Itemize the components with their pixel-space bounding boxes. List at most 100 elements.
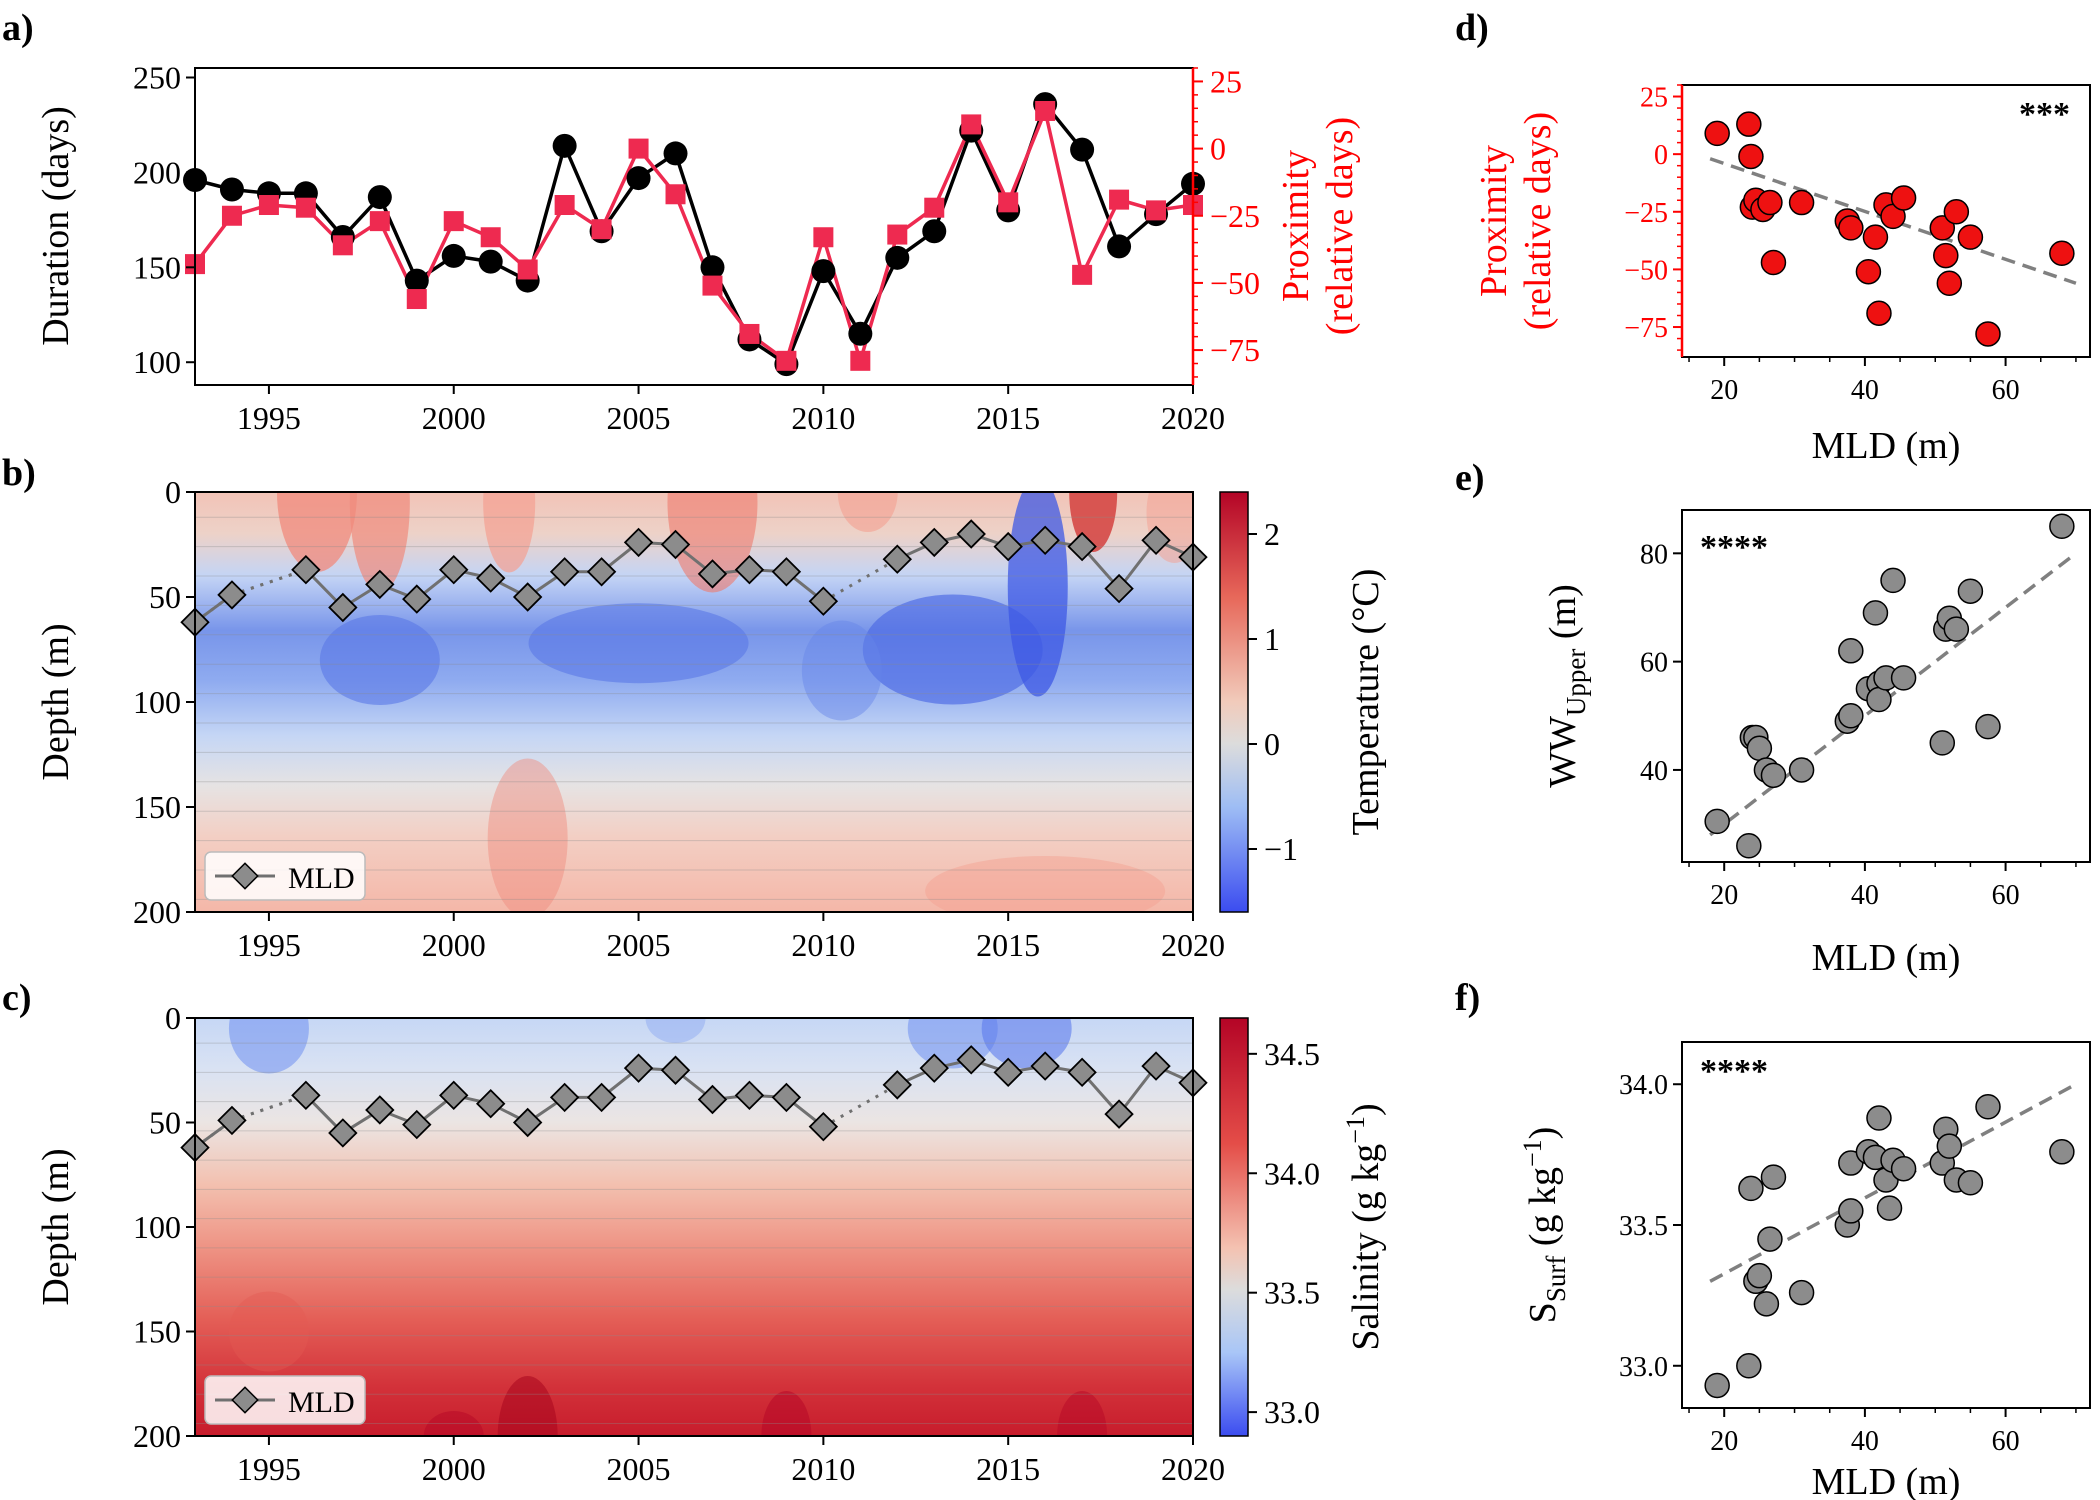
salinity-colorbar-ticks: 34.5 34.0 33.5 33.0 bbox=[1248, 1036, 1320, 1430]
scatter-point bbox=[1738, 143, 1764, 170]
scatter-point bbox=[1862, 224, 1889, 250]
scatter-point bbox=[1738, 1175, 1764, 1202]
field-feature bbox=[487, 758, 568, 912]
panel-d-ylabel: Proximity(relative days) bbox=[1473, 112, 1559, 330]
proximity-point bbox=[221, 205, 242, 226]
x-tick-label: 2015 bbox=[976, 400, 1040, 436]
scatter-point bbox=[1866, 300, 1892, 326]
scatter-point bbox=[1957, 1170, 1984, 1196]
trend-line bbox=[1709, 157, 2077, 285]
panel-c-ylabel: Depth (m) bbox=[35, 1148, 77, 1305]
mld-gap-segment bbox=[822, 557, 899, 603]
scatter-point bbox=[1929, 215, 1956, 241]
mld-point bbox=[660, 1055, 691, 1085]
duration-point bbox=[552, 133, 577, 158]
scatter-point bbox=[1929, 730, 1956, 756]
y-tick-label: 200 bbox=[133, 154, 181, 190]
scatter-point bbox=[1736, 833, 1762, 859]
x-tick-label: 40 bbox=[1851, 1426, 1879, 1457]
mld-point bbox=[623, 527, 654, 558]
proximity-point bbox=[665, 184, 686, 205]
scatter-point bbox=[1757, 189, 1783, 216]
mld-point bbox=[1067, 1057, 1097, 1088]
mld-point bbox=[512, 582, 543, 612]
x-tick-label: 2010 bbox=[791, 927, 855, 963]
duration-point bbox=[478, 249, 503, 274]
mld-point bbox=[1104, 1099, 1134, 1129]
mld-point bbox=[1030, 525, 1060, 556]
y-tick-label: 100 bbox=[133, 1209, 181, 1245]
scatter-point bbox=[1788, 757, 1815, 783]
field-feature bbox=[228, 1291, 309, 1372]
scatter-point bbox=[1890, 185, 1917, 211]
x-tick-label: 60 bbox=[1992, 880, 2020, 911]
panel-e-xlabel: MLD (m) bbox=[1812, 937, 1961, 979]
temperature-colorbar-label: Temperature (°C) bbox=[1345, 569, 1387, 836]
y-tick-label: 50 bbox=[149, 579, 181, 615]
proximity-point bbox=[554, 195, 575, 216]
mld-point bbox=[439, 1080, 469, 1111]
scatter-point bbox=[1855, 258, 1882, 285]
panel-d-xlabel: MLD (m) bbox=[1812, 425, 1961, 467]
scatter-point bbox=[1704, 808, 1730, 835]
duration-point bbox=[663, 141, 688, 166]
proximity-point bbox=[258, 195, 279, 216]
y-tick-label: 150 bbox=[133, 789, 181, 825]
legend-c: MLD bbox=[204, 1375, 366, 1425]
duration-point bbox=[848, 321, 873, 346]
proximity-point bbox=[1109, 189, 1130, 210]
x-tick-label: 2020 bbox=[1161, 927, 1225, 963]
scatter-point bbox=[1890, 665, 1917, 691]
legend-b: MLD bbox=[204, 851, 366, 901]
proximity-point bbox=[887, 224, 908, 245]
x-tick-label: 2010 bbox=[791, 1451, 855, 1487]
mld-line-c bbox=[180, 1045, 1208, 1163]
temperature-colorbar-ticks: 2 1 0 −1 bbox=[1248, 516, 1298, 867]
duration-point bbox=[885, 245, 910, 270]
panel-b-ylabel: Depth (m) bbox=[35, 623, 77, 780]
y-right-tick-label: 0 bbox=[1210, 131, 1226, 167]
mld-point bbox=[402, 1109, 432, 1140]
y-tick-label: 250 bbox=[133, 59, 181, 95]
y-tick-label: 33.0 bbox=[1619, 1352, 1668, 1383]
duration-point bbox=[811, 259, 836, 284]
mld-gap-segment bbox=[194, 593, 233, 624]
salinity-colorbar bbox=[1219, 1017, 1249, 1437]
mld-line-b bbox=[180, 519, 1208, 637]
scatter-point bbox=[1760, 249, 1787, 276]
scatter-point bbox=[1943, 616, 1970, 642]
panel-e-axes: 20 40 60 40 60 80 bbox=[1640, 539, 2077, 911]
mld-gap-segment bbox=[822, 1083, 899, 1128]
panel-c-axes: 1995 2000 2005 2010 2015 2020 0 50 100 150 200 bbox=[133, 1000, 1225, 1487]
field-feature bbox=[837, 492, 898, 532]
colorbar-tick-label: 33.0 bbox=[1264, 1394, 1320, 1430]
y-right-tick-label: 25 bbox=[1210, 63, 1242, 99]
scatter-point bbox=[1746, 1262, 1773, 1289]
mld-point bbox=[734, 1080, 765, 1111]
x-tick-label: 60 bbox=[1992, 1426, 2020, 1457]
y-tick-label: −25 bbox=[1624, 198, 1668, 229]
mld-point bbox=[549, 557, 580, 587]
panel-label-e: e) bbox=[1455, 457, 1485, 499]
proximity-point bbox=[628, 138, 649, 159]
panel-c: 1995 2000 2005 2010 2015 2020 0 50 100 150 200 Dep… bbox=[35, 1000, 1387, 1487]
scatter-point bbox=[1736, 1353, 1762, 1379]
proximity-point bbox=[517, 259, 538, 280]
proximity-point bbox=[961, 114, 982, 135]
mld-point bbox=[623, 1053, 654, 1083]
proximity-point bbox=[369, 211, 390, 232]
panel-e-ylabel: WWUpper (m) bbox=[1542, 584, 1591, 788]
mld-point bbox=[919, 527, 949, 558]
scatter-point bbox=[1866, 1105, 1892, 1131]
mld-point bbox=[439, 554, 469, 585]
panel-f: 20 40 60 33.0 33.5 34.0 MLD (m) SSurf (g kg−1… bbox=[1518, 1041, 2091, 1500]
colorbar-tick-label: 34.5 bbox=[1264, 1036, 1320, 1072]
field-feature bbox=[925, 856, 1166, 912]
duration-point bbox=[404, 268, 429, 293]
panel-f-ylabel: SSurf (g kg−1) bbox=[1518, 1127, 1571, 1324]
field-feature bbox=[862, 594, 1043, 705]
proximity-point bbox=[924, 197, 945, 218]
y-right-tick-label: −75 bbox=[1210, 332, 1260, 368]
